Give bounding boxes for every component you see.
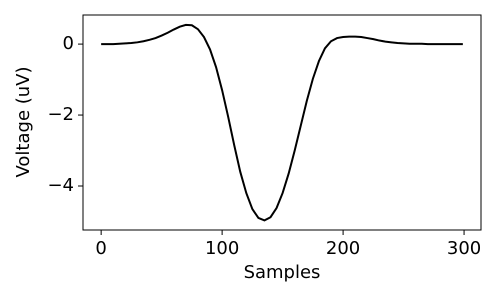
y-tick-label: −2: [47, 104, 74, 125]
x-tick-label: 300: [447, 238, 481, 259]
x-tick-label: 100: [205, 238, 239, 259]
y-axis-label: Voltage (uV): [13, 66, 34, 177]
x-axis-label: Samples: [244, 262, 321, 283]
y-tick-label: 0: [63, 33, 74, 54]
line-series: [101, 23, 463, 222]
y-tick-label: −4: [47, 175, 74, 196]
x-tick-label: 0: [95, 238, 106, 259]
x-tick-label: 200: [326, 238, 360, 259]
plot-frame: [82, 14, 482, 231]
